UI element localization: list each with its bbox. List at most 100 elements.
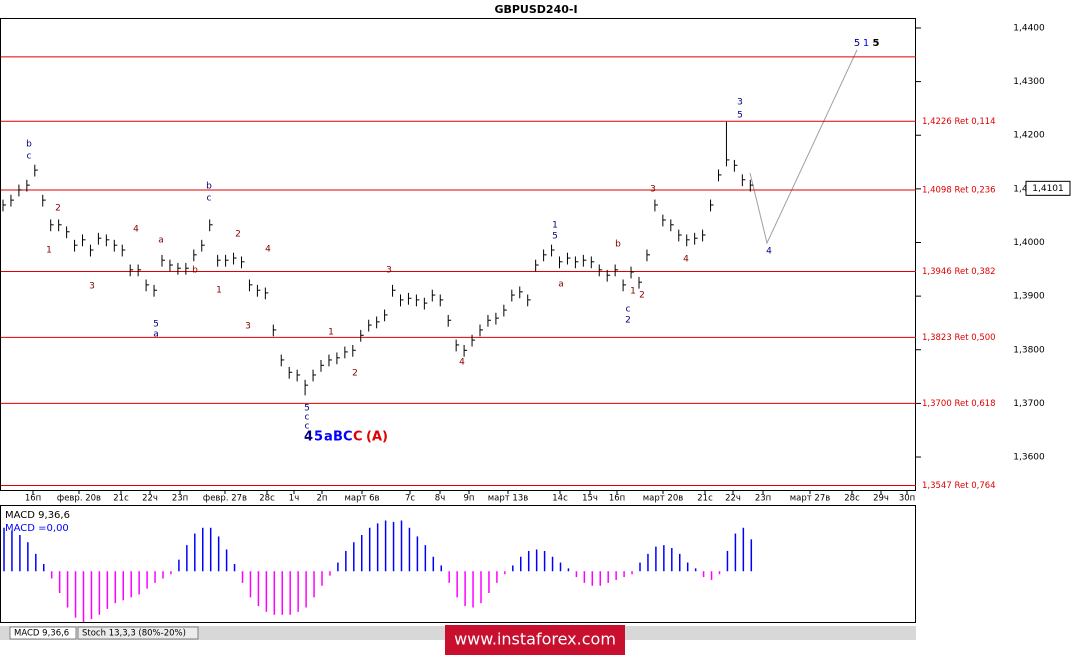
watermark-box (445, 625, 625, 655)
wave-label: 3 (89, 282, 95, 292)
x-tick-label: 21с (113, 494, 129, 504)
x-tick-label: 28с (259, 494, 275, 504)
wave-label: a (158, 236, 164, 246)
tab-label[interactable]: MACD 9,36,6 (14, 629, 69, 639)
y-tick-label: 1,3700 (1013, 399, 1045, 409)
wave-label: 5 (737, 111, 743, 121)
x-tick-label: 16п (609, 494, 625, 504)
x-tick-label: 21с (697, 494, 713, 504)
x-tick-label: 30п (899, 494, 915, 504)
wave-label: b (26, 140, 32, 150)
current-price-label: 1,4101 (1032, 184, 1064, 194)
chart-title: GBPUSD240-I (494, 3, 577, 16)
level-label: 1,3700 Ret 0,618 (922, 399, 996, 409)
wave-label: 1 (552, 221, 558, 231)
current-price-box (1025, 180, 1071, 196)
wave-label: b (615, 240, 621, 250)
level-label: 1,3823 Ret 0,500 (922, 333, 996, 343)
x-tick-label: февр. 27в (203, 494, 247, 504)
y-tick-label: 1,4400 (1013, 23, 1045, 33)
wave-label-top: 1 (863, 38, 869, 49)
x-tick-label: 29ч (873, 494, 889, 504)
wave-label-big: C (343, 430, 353, 445)
wave-label: c (305, 413, 310, 423)
wave-label: 3 (650, 185, 656, 195)
tab[interactable] (9, 626, 77, 640)
y-tick-label: 1,3600 (1013, 453, 1045, 463)
x-tick-label: 9п (464, 494, 475, 504)
wave-label-big: B (333, 430, 343, 445)
x-tick-label: 16п (25, 494, 41, 504)
wave-label: c (626, 305, 631, 315)
wave-label: 4 (133, 225, 139, 235)
wave-label-big: C (353, 430, 363, 445)
x-tick-label: февр. 20в (57, 494, 101, 504)
wave-label-big: a (324, 430, 333, 445)
x-tick-label: 15ч (582, 494, 598, 504)
y-tick-label: 1,4300 (1013, 77, 1045, 87)
wave-label: 1 (328, 328, 334, 338)
watermark: www.instaforex.com (454, 630, 616, 649)
indicator-panel (0, 505, 916, 623)
wave-label-top: 5 (873, 38, 880, 49)
wave-label: 3 (245, 322, 251, 332)
wave-label: 2 (352, 369, 358, 379)
indicator-value: MACD =0,00 (5, 523, 69, 534)
x-tick-label: март 13в (488, 494, 529, 504)
wave-label: 5 (552, 232, 558, 242)
x-tick-label: 8ч (435, 494, 445, 504)
wave-label: c (27, 152, 32, 162)
wave-label: 4 (683, 255, 689, 265)
projection (749, 49, 858, 245)
x-tick-label: 7с (405, 494, 415, 504)
wave-label: 3 (737, 98, 743, 108)
wave-label: 1 (630, 287, 636, 297)
tab-label[interactable]: Stoch 13,3,3 (80%-20%) (82, 629, 186, 639)
wave-label: 2 (235, 230, 241, 240)
wave-label: 2 (639, 291, 645, 301)
price-panel (0, 18, 916, 491)
wave-label-big: 5 (314, 430, 323, 445)
wave-label: a (153, 330, 159, 340)
x-tick-label: 23п (172, 494, 188, 504)
wave-label: 1 (46, 246, 52, 256)
wave-label: c (207, 194, 212, 204)
x-tick-label: 22ч (725, 494, 741, 504)
level-label: 1,3946 Ret 0,382 (922, 267, 996, 277)
wave-label-top: 5 (854, 38, 860, 49)
wave-label: a (558, 280, 564, 290)
level-label: 1,3547 Ret 0,764 (922, 481, 996, 491)
x-tick-label: март 20в (643, 494, 684, 504)
x-tick-label: 22ч (142, 494, 158, 504)
wave-label: c (305, 422, 310, 432)
wave-label: 5 (153, 320, 159, 330)
wave-label: b (206, 182, 212, 192)
x-tick-label: 2п (317, 494, 328, 504)
wave-label: 5 (304, 404, 310, 414)
x-tick-label: 28с (844, 494, 860, 504)
wave-label: 1 (216, 286, 222, 296)
wave-label: 4 (459, 358, 465, 368)
wave-label: 4 (766, 247, 772, 257)
level-label: 1,4098 Ret 0,236 (922, 185, 996, 195)
wave-label: 4 (265, 245, 271, 255)
y-tick-label: 1,4200 (1013, 131, 1045, 141)
y-tick-label: 1,3900 (1013, 292, 1045, 302)
wave-label-big: (A) (366, 430, 388, 445)
x-tick-label: 1ч (289, 494, 299, 504)
x-tick-label: март 6в (344, 494, 379, 504)
y-tick-label: 1,3800 (1013, 345, 1045, 355)
x-tick-label: 14с (552, 494, 568, 504)
wave-label-big: 4 (304, 430, 313, 445)
wave-label: b (192, 266, 198, 276)
level-label: 1,4226 Ret 0,114 (922, 117, 996, 127)
wave-label: 2 (55, 204, 61, 214)
wave-label: 3 (386, 266, 392, 276)
tab[interactable] (77, 626, 199, 640)
wave-label: 2 (625, 316, 631, 326)
x-tick-label: март 27в (790, 494, 831, 504)
indicator-title: MACD 9,36,6 (5, 510, 70, 521)
y-tick-label: 1,4000 (1013, 238, 1045, 248)
